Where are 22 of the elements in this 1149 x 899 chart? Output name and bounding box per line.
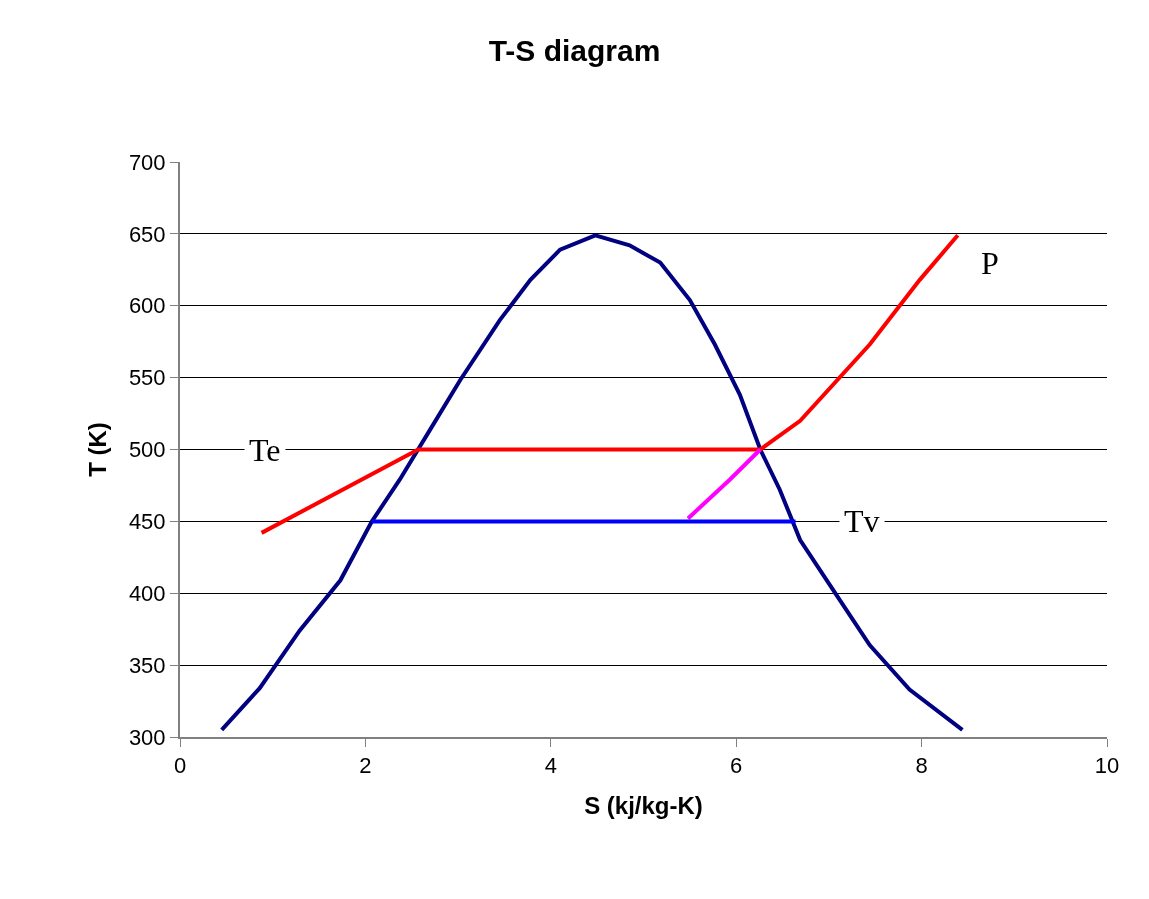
y-tick-label: 500: [128, 437, 166, 463]
annotation: Te: [249, 432, 281, 468]
y-tick-label: 350: [128, 652, 166, 678]
x-tick-label: 6: [730, 753, 743, 779]
annotation: Tv: [844, 503, 880, 539]
x-axis-title: S (kj/kg-K): [584, 792, 703, 820]
x-tick-label: 8: [915, 753, 928, 779]
y-tick-label: 300: [128, 724, 166, 750]
y-tick-label: 550: [128, 365, 166, 391]
y-axis-title: T (K): [84, 422, 112, 477]
x-tick-label: 4: [544, 753, 557, 779]
y-tick-label: 650: [128, 221, 166, 247]
x-tick-label: 0: [173, 753, 187, 779]
x-tick-label: 10: [1094, 753, 1120, 779]
chart-title: T-S diagram: [488, 34, 661, 68]
y-tick-label: 450: [128, 509, 166, 535]
y-tick-label: 700: [128, 149, 166, 175]
y-tick-label: 400: [128, 580, 166, 606]
annotation: P: [981, 245, 999, 281]
line-series: [219, 233, 965, 732]
x-tick-label: 2: [359, 753, 372, 779]
y-tick-label: 600: [128, 293, 166, 319]
